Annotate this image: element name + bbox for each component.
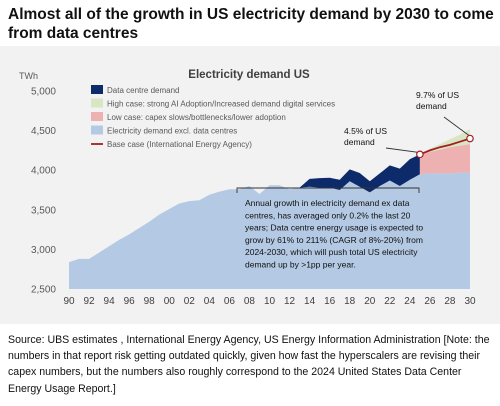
chart-title: Electricity demand US <box>188 69 310 81</box>
chart-legend: Data centre demand High case: strong AI A… <box>91 85 335 149</box>
y-tick-label: 2,500 <box>31 285 56 296</box>
x-tick-label: 22 <box>384 296 396 307</box>
chart-plot-area <box>69 129 471 289</box>
x-tick-label: 28 <box>444 296 456 307</box>
x-tick-label: 18 <box>344 296 356 307</box>
x-tick-label: 02 <box>184 296 196 307</box>
high-case-area <box>419 129 470 155</box>
x-tick-label: 10 <box>264 296 276 307</box>
x-tick-label: 30 <box>464 296 476 307</box>
legend-label-high: High case: strong AI Adoption/Increased … <box>107 100 335 109</box>
x-axis-ticks: 90 92 94 96 98 00 02 04 06 08 10 12 14 16 18 20 22 24 26 28… <box>63 296 476 307</box>
annotation-9-7-marker <box>466 134 474 143</box>
x-tick-label: 26 <box>424 296 436 307</box>
legend-swatch-datacentre <box>91 85 103 94</box>
legend-label-base: Base case (International Energy Agency) <box>107 140 252 149</box>
y-tick-label: 4,000 <box>31 166 56 177</box>
annotation-4-5-label: 4.5% of US demand <box>344 126 387 147</box>
annotation-4-5-leader <box>385 147 418 153</box>
legend-label-low: Low case: capex slows/bottlenecks/lower … <box>107 113 286 122</box>
legend-swatch-low <box>91 112 103 121</box>
y-tick-label: 3,500 <box>31 205 56 216</box>
legend-swatch-high <box>91 98 103 108</box>
x-tick-label: 14 <box>304 296 316 307</box>
source-note: Source: UBS estimates , International En… <box>8 334 490 395</box>
x-tick-label: 16 <box>324 296 336 307</box>
x-tick-label: 00 <box>164 296 176 307</box>
electricity-demand-chart: Electricity demand US TWh 2,500 3,000 3,50… <box>19 69 476 307</box>
x-tick-label: 98 <box>144 296 156 307</box>
y-unit-label: TWh <box>19 71 38 81</box>
x-tick-label: 96 <box>124 296 136 307</box>
y-tick-label: 3,000 <box>31 245 56 256</box>
annotation-9-7-label: 9.7% of US demand <box>416 90 459 111</box>
excl-datacentre-area <box>69 172 470 289</box>
headline: Almost all of the growth in US electrici… <box>8 6 494 42</box>
datacentre-bracket <box>236 187 420 193</box>
chart-annotations: 4.5% of US demand 9.7% of US demand Annual g… <box>236 90 474 270</box>
x-tick-label: 08 <box>244 296 256 307</box>
x-tick-label: 92 <box>83 296 95 307</box>
legend-label-excl: Electricity demand excl. data centres <box>107 127 237 136</box>
x-tick-label: 04 <box>204 296 216 307</box>
x-tick-label: 94 <box>104 296 116 307</box>
annotation-4-5-marker <box>416 150 424 159</box>
x-tick-label: 12 <box>284 296 296 307</box>
y-axis-ticks: 2,500 3,000 3,500 4,000 4,500 5,000 <box>31 87 56 296</box>
x-tick-label: 24 <box>404 296 416 307</box>
growth-note: Annual growth in electricity demand ex d… <box>245 198 423 270</box>
legend-label-datacentre: Data centre demand <box>107 86 180 95</box>
base-case-line <box>419 137 471 156</box>
x-tick-label: 06 <box>224 296 236 307</box>
legend-swatch-excl <box>91 125 103 135</box>
datacentre-area <box>299 154 420 193</box>
low-case-area <box>419 144 470 175</box>
y-tick-label: 4,500 <box>31 126 56 137</box>
annotation-9-7-leader <box>443 116 470 136</box>
y-tick-label: 5,000 <box>31 87 56 98</box>
x-tick-label: 20 <box>364 296 376 307</box>
x-tick-label: 90 <box>63 296 75 307</box>
